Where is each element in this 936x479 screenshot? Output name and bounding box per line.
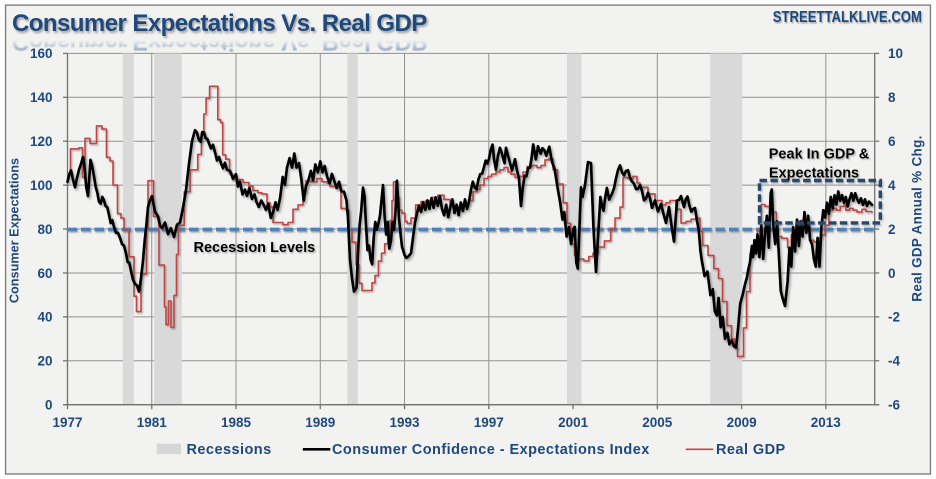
svg-text:0: 0 xyxy=(888,266,896,281)
svg-text:Peak In GDP &: Peak In GDP & xyxy=(769,147,870,163)
svg-text:160: 160 xyxy=(30,46,53,61)
svg-text:1997: 1997 xyxy=(474,415,504,430)
svg-text:Consumer Confidence - Expectat: Consumer Confidence - Expectations Index xyxy=(332,442,650,458)
svg-text:1981: 1981 xyxy=(137,415,168,430)
svg-text:6: 6 xyxy=(888,134,896,149)
svg-text:10: 10 xyxy=(888,46,903,61)
svg-text:-4: -4 xyxy=(888,354,900,369)
svg-text:Real GDP Annual % Chg.: Real GDP Annual % Chg. xyxy=(910,135,925,301)
svg-text:140: 140 xyxy=(30,90,53,105)
svg-text:100: 100 xyxy=(30,178,53,193)
svg-text:40: 40 xyxy=(37,310,52,325)
svg-text:1977: 1977 xyxy=(52,415,82,430)
svg-text:2: 2 xyxy=(888,222,896,237)
svg-text:-6: -6 xyxy=(888,398,900,413)
svg-text:0: 0 xyxy=(45,398,53,413)
svg-text:Expectations: Expectations xyxy=(769,166,859,182)
svg-text:20: 20 xyxy=(37,354,52,369)
svg-text:8: 8 xyxy=(888,90,896,105)
svg-text:1989: 1989 xyxy=(305,415,335,430)
svg-text:Real GDP: Real GDP xyxy=(716,442,786,458)
svg-text:Consumer Expectations: Consumer Expectations xyxy=(8,158,22,303)
svg-text:2009: 2009 xyxy=(727,415,757,430)
svg-text:80: 80 xyxy=(37,222,52,237)
svg-text:1985: 1985 xyxy=(221,415,252,430)
svg-text:2013: 2013 xyxy=(811,415,842,430)
svg-text:4: 4 xyxy=(888,178,896,193)
svg-text:-2: -2 xyxy=(888,310,900,325)
svg-text:120: 120 xyxy=(30,134,53,149)
svg-text:60: 60 xyxy=(37,266,52,281)
svg-text:2001: 2001 xyxy=(558,415,589,430)
svg-text:1993: 1993 xyxy=(389,415,420,430)
svg-text:Recession Levels: Recession Levels xyxy=(194,240,316,256)
svg-text:2005: 2005 xyxy=(642,415,673,430)
svg-text:Recessions: Recessions xyxy=(187,442,272,458)
